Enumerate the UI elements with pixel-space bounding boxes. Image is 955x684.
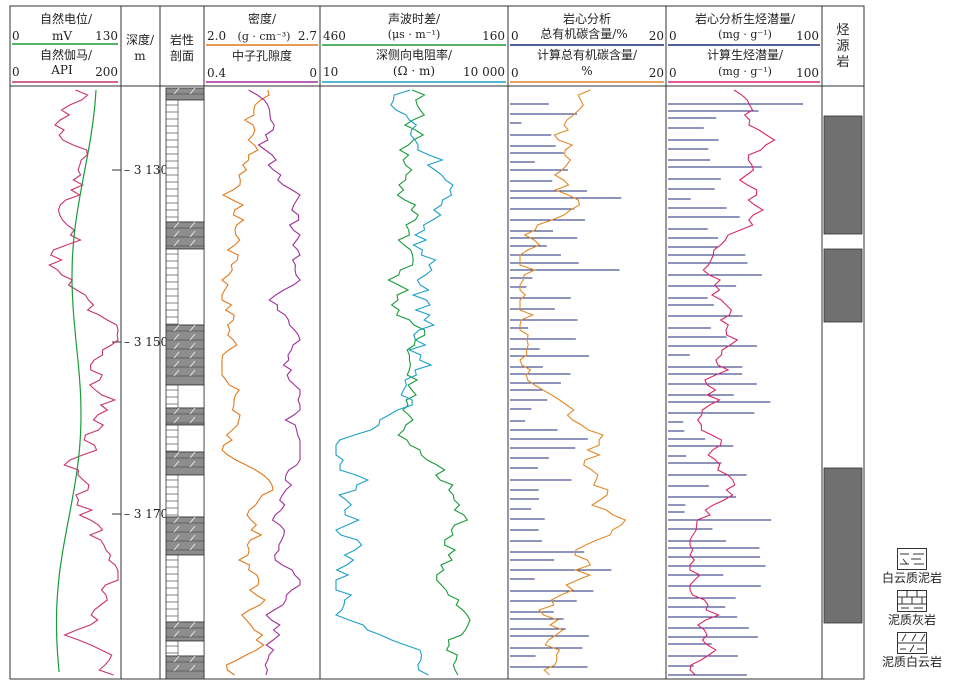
header-sp-gr: 自然电位/ 0 mV 130 自然伽马/ 0 API 200: [12, 11, 118, 83]
gr-min: 0: [12, 65, 20, 79]
lithology-band: [165, 554, 205, 623]
cnl-title: 中子孔隙度: [232, 48, 292, 63]
rd-min: 10: [323, 65, 338, 79]
source-rock-interval: [823, 115, 863, 235]
s2-min: 0: [669, 29, 677, 43]
argillaceous-limestone-swatch: [897, 590, 927, 612]
toc-title: 岩心分析: [563, 11, 611, 26]
den-curve: [221, 89, 274, 676]
lithology-band: [165, 407, 205, 426]
sp-unit: mV: [52, 29, 72, 43]
toc-calc-curve: [519, 89, 627, 676]
sp-max: 130: [95, 29, 118, 43]
s2-title: 岩心分析生烃潜量/: [695, 11, 796, 26]
lithology-band: [165, 474, 205, 518]
lithology-band: [165, 621, 205, 642]
lithology-band: [165, 655, 205, 680]
ac-curve: [387, 89, 471, 676]
lith-title-1: 岩性: [170, 32, 194, 47]
lithology-band: [165, 221, 205, 250]
s2-calc-curve: [689, 89, 776, 676]
depth-tick-label: – 3 150: [124, 335, 168, 349]
sp-curve: [55, 89, 97, 673]
rd-title: 深侧向电阻率/: [376, 47, 453, 62]
log-curves: [48, 89, 804, 676]
gr-max: 200: [95, 65, 118, 79]
cnl-curve: [248, 89, 301, 676]
lithology-legend: 白云质泥岩 泥质灰岩 泥质白云岩: [872, 548, 952, 674]
header-ac-rd: 声波时差/ 460 (μs · m⁻¹) 160 深侧向电阻率/ 10 (Ω ·…: [322, 12, 506, 83]
legend-item-argillaceous-limestone: 泥质灰岩: [872, 590, 952, 628]
cnl-max: 0: [309, 66, 317, 80]
header-source-rock: 烃源岩: [836, 23, 849, 70]
den-title: 密度/: [248, 11, 277, 26]
gr-unit: API: [50, 63, 73, 77]
lithology-band: [165, 384, 205, 409]
s2-calc-title: 计算生烃潜量/: [707, 47, 784, 62]
toc-min: 0: [511, 29, 519, 43]
lithology-band: [165, 640, 205, 657]
gr-title: 自然伽马/: [40, 47, 93, 62]
ac-unit: (μs · m⁻¹): [388, 28, 441, 41]
depth-ticks: – 3 130 – 3 150 – 3 170: [112, 163, 168, 521]
depth-title: 深度/: [126, 32, 155, 47]
toc-calc-unit: %: [581, 64, 592, 78]
header-den-cnl: 密度/ 2.0 (g · cm⁻³) 2.7 中子孔隙度 0.4 0: [206, 11, 318, 83]
ac-min: 460: [323, 29, 346, 43]
legend-item-argillaceous-dolomite: 泥质白云岩: [872, 632, 952, 670]
den-min: 2.0: [207, 29, 226, 43]
s2-unit: (mg · g⁻¹): [718, 28, 772, 41]
legend-item-dolomitic-mudstone: 白云质泥岩: [872, 548, 952, 586]
argillaceous-dolomite-swatch: [897, 632, 927, 654]
lithology-band: [165, 516, 205, 556]
dolomitic-mudstone-swatch: [897, 548, 927, 570]
s2-calc-unit: (mg · g⁻¹): [718, 65, 772, 78]
toc-calc-title: 计算总有机碳含量/: [537, 47, 638, 62]
source-rock-column: [823, 115, 863, 624]
header-depth: 深度/ m: [126, 32, 155, 63]
lith-title-2: 剖面: [170, 49, 194, 63]
lithology-column: [165, 87, 205, 680]
s2-max: 100: [796, 29, 819, 43]
rd-max: 10 000: [463, 65, 505, 79]
legend-label: 泥质灰岩: [887, 613, 936, 627]
toc-calc-max: 20: [649, 66, 664, 80]
den-unit: (g · cm⁻³): [238, 30, 291, 43]
ac-title: 声波时差/: [388, 12, 441, 26]
rd-unit: (Ω · m): [393, 64, 435, 78]
toc-calc-min: 0: [511, 66, 519, 80]
legend-label: 泥质白云岩: [881, 655, 942, 669]
legend-label: 白云质泥岩: [881, 571, 942, 585]
s2-calc-max: 100: [796, 66, 819, 80]
sp-title: 自然电位/: [40, 11, 93, 26]
lithology-band: [165, 324, 205, 386]
den-max: 2.7: [298, 29, 317, 43]
toc-subtitle: 总有机碳含量/%: [540, 26, 627, 41]
ac-max: 160: [482, 29, 505, 43]
rd-curve: [334, 89, 454, 676]
gr-curve: [48, 89, 119, 676]
sp-min: 0: [12, 29, 20, 43]
source-rock-title: 烃源岩: [836, 23, 849, 70]
header-s2: 岩心分析生烃潜量/ 0 (mg · g⁻¹) 100 计算生烃潜量/ 0 (mg…: [668, 11, 820, 83]
source-rock-interval: [823, 248, 863, 323]
s2-calc-min: 0: [669, 66, 677, 80]
depth-tick-label: – 3 170: [124, 507, 168, 521]
lithology-band: [165, 248, 205, 326]
cnl-min: 0.4: [207, 66, 226, 80]
source-rock-interval: [823, 467, 863, 624]
lithology-band: [165, 424, 205, 453]
depth-unit: m: [134, 49, 146, 63]
lithology-band: [165, 451, 205, 476]
depth-tick-label: – 3 130: [124, 163, 168, 177]
header-lithology: 岩性 剖面: [170, 32, 194, 63]
header-toc: 岩心分析 0 总有机碳含量/% 20 计算总有机碳含量/ 0 % 20: [510, 11, 664, 83]
toc-max: 20: [649, 29, 664, 43]
